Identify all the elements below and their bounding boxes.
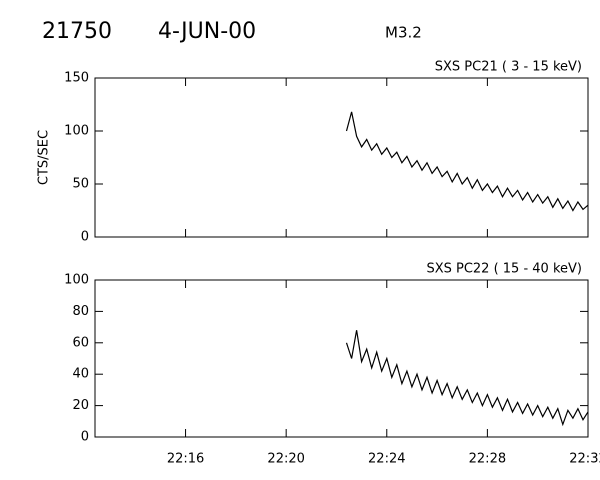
x-tick-label: 22:20 <box>267 452 304 467</box>
y-tick-label: 0 <box>81 430 89 445</box>
flare-class: M3.2 <box>385 24 422 42</box>
y-tick-label: 40 <box>72 367 89 382</box>
y-tick-label: 0 <box>81 230 89 245</box>
y-tick-label: 60 <box>72 335 89 350</box>
y-tick-label: 150 <box>64 71 89 86</box>
y-tick-label: 50 <box>72 177 89 192</box>
plot-frame <box>94 279 589 438</box>
y-tick-label: 80 <box>72 304 89 319</box>
x-tick-label: 22:32 <box>569 452 600 467</box>
x-tick-label: 22:24 <box>368 452 405 467</box>
x-tick-label: 22:16 <box>167 452 204 467</box>
y-tick-label: 100 <box>64 273 89 288</box>
event-date: 4-JUN-00 <box>158 19 256 44</box>
y-tick-label: 100 <box>64 124 89 139</box>
panel-title: SXS PC21 ( 3 - 15 keV) <box>435 60 582 75</box>
x-tick-label: 22:28 <box>469 452 506 467</box>
event-id: 21750 <box>42 19 112 44</box>
count-rate-trace <box>345 111 589 212</box>
plot-frame <box>94 77 589 238</box>
panel-title: SXS PC22 ( 15 - 40 keV) <box>426 262 582 277</box>
count-rate-trace <box>345 330 589 427</box>
y-axis-label: CTS/SEC <box>37 130 52 185</box>
y-tick-label: 20 <box>72 398 89 413</box>
